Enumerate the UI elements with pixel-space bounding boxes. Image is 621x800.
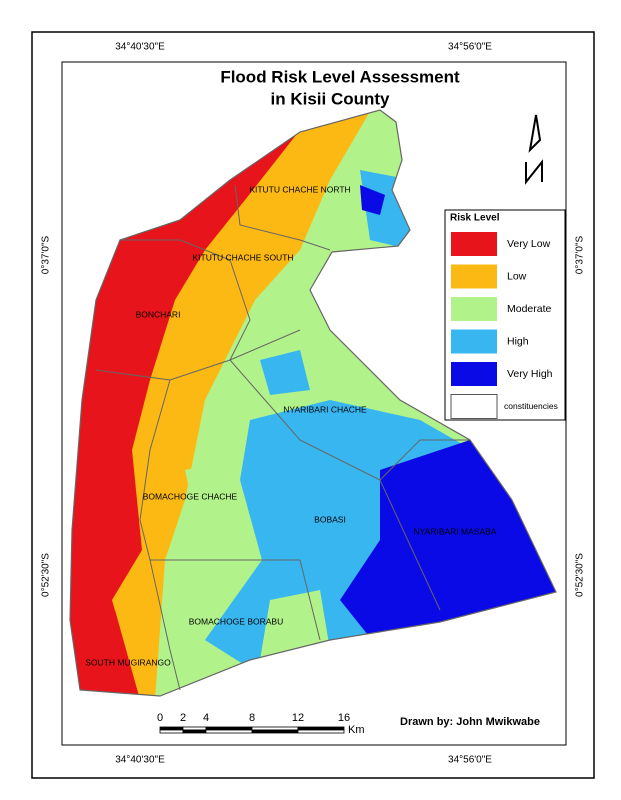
- coordinate-label: 34°56'0"E: [448, 755, 492, 766]
- constituency-label: NYARIBARI MASABA: [414, 526, 497, 536]
- legend-swatch: [451, 362, 497, 386]
- scale-unit: Km: [348, 724, 365, 736]
- arrow-head: [528, 114, 542, 153]
- legend-title: Risk Level: [450, 213, 500, 224]
- legend: Risk Level Very Low Low Moderate High Very Hi…: [444, 209, 566, 421]
- risk-region: [260, 590, 330, 660]
- boundary: [95, 329, 301, 381]
- title: in Kisii County: [271, 89, 391, 108]
- constituency-label: BOBASI: [314, 514, 346, 524]
- coordinate-label: 0°52'30"S: [41, 553, 52, 597]
- scale-label: 16: [338, 712, 350, 724]
- scale-label: 4: [203, 712, 209, 724]
- risk-region: [185, 460, 240, 540]
- title: Flood Risk Level Assessment: [220, 67, 460, 86]
- legend-swatch: [451, 264, 497, 289]
- legend-label: Very High: [507, 368, 553, 380]
- scale-label: 12: [292, 712, 304, 724]
- scale-segment: [182, 729, 207, 734]
- scale-label: 8: [249, 712, 255, 724]
- scale-segment: [205, 729, 253, 734]
- scale-label: 0: [157, 712, 163, 724]
- scale-segment: [205, 726, 253, 731]
- risk-region: [260, 350, 310, 395]
- legend-label: Moderate: [507, 303, 552, 315]
- scale-segment: [251, 729, 299, 734]
- constituency-label: BOMACHOGE CHACHE: [143, 491, 238, 501]
- constituency-label: KITUTU CHACHE NORTH: [249, 184, 350, 194]
- north-letter: [525, 159, 543, 185]
- credit: Drawn by: John Mwikwabe: [400, 716, 540, 728]
- coordinate-label: 0°37'0"S: [575, 235, 586, 274]
- scale-segment: [159, 726, 184, 731]
- coordinate-label: 34°40'30"E: [115, 755, 165, 766]
- boundary: [379, 439, 470, 481]
- constituency-label: SOUTH MUGIRANGO: [85, 657, 171, 667]
- north-arrow: [525, 114, 543, 185]
- boundary: [234, 184, 331, 251]
- scale-segment: [297, 726, 345, 731]
- scale-segment: [251, 726, 299, 731]
- legend-swatch: [451, 329, 497, 354]
- legend-label: High: [507, 335, 529, 347]
- county-outline: [69, 109, 557, 697]
- boundary: [149, 559, 181, 691]
- coordinate-label: 0°37'0"S: [41, 235, 52, 274]
- risk-region: [360, 185, 385, 215]
- constituency-boundaries: [95, 184, 470, 691]
- legend-label: Low: [507, 270, 527, 282]
- scale-label: 2: [180, 712, 186, 724]
- legend-label: constituencies: [504, 401, 558, 411]
- scale-segment: [182, 726, 207, 731]
- outer-frame: [31, 31, 595, 779]
- coordinate-label: 34°56'0"E: [448, 42, 492, 53]
- boundary: [139, 379, 321, 641]
- scale-segment: [297, 729, 345, 734]
- constituency-label: NYARIBARI CHACHE: [283, 404, 367, 414]
- legend-swatch: [451, 297, 497, 321]
- constituency-label: BOMACHOGE BORABU: [189, 616, 283, 626]
- legend-swatch: [450, 394, 498, 419]
- map-frame: [61, 61, 567, 746]
- scale-segment: [159, 729, 184, 734]
- coordinate-label: 0°52'30"S: [575, 553, 586, 597]
- boundary: [229, 359, 441, 611]
- constituency-label: KITUTU CHACHE SOUTH: [192, 252, 293, 262]
- legend-label: Very Low: [507, 238, 551, 250]
- legend-swatch: [451, 232, 497, 256]
- constituency-label: BONCHARI: [136, 309, 181, 319]
- boundary: [120, 239, 251, 361]
- coordinate-label: 34°40'30"E: [115, 42, 165, 53]
